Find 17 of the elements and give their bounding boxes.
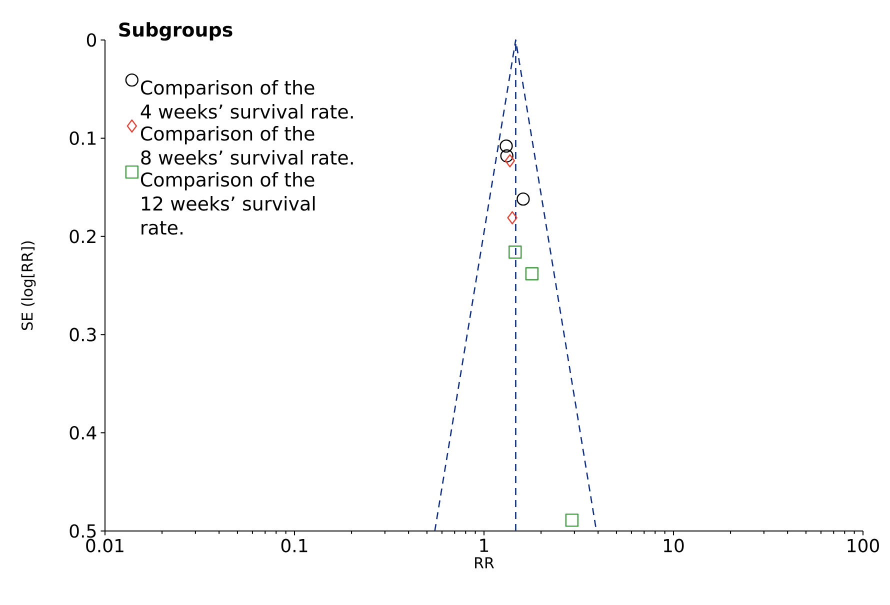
y-tick-label: 0.2	[70, 230, 96, 244]
legend-label: Comparison of the 4 weeks’ survival rate.	[140, 80, 353, 119]
y-tick-label: 0.5	[70, 524, 96, 538]
y-tick-label: 0	[86, 33, 96, 47]
x-tick-label: 0.1	[281, 538, 308, 552]
legend-label: Comparison of the 8 weeks’ survival rate.	[140, 126, 353, 165]
y-tick-label: 0.4	[70, 426, 96, 440]
y-tick-label: 0.3	[70, 328, 96, 342]
y-axis-title: SE (log[RR])	[21, 241, 36, 330]
x-tick-label: 100	[848, 538, 879, 552]
x-tick-label: 10	[664, 538, 684, 552]
x-tick-label: 0.01	[86, 538, 124, 552]
legend-title: Subgroups	[119, 22, 232, 41]
x-axis-title: RR	[475, 557, 494, 568]
x-tick-label: 1	[480, 538, 488, 552]
y-tick-label: 0.1	[70, 131, 96, 146]
legend-label: Comparison of the 12 weeks’ survival rate.	[140, 172, 315, 235]
